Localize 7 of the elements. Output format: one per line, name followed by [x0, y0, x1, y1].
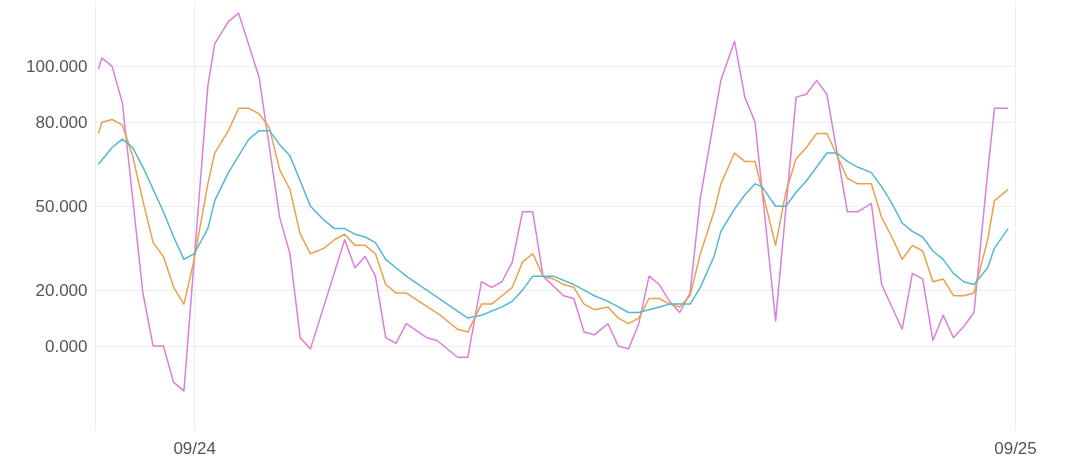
x-tick-label: 09/25 — [994, 438, 1037, 458]
y-tick-label: 80.000 — [35, 112, 88, 132]
x-tick-label: 09/24 — [173, 438, 216, 458]
y-tick-label: 20.000 — [35, 280, 88, 300]
y-tick-label: 0.000 — [44, 336, 88, 356]
y-tick-label: 100.000 — [26, 56, 88, 76]
y-tick-label: 50.000 — [35, 196, 88, 216]
